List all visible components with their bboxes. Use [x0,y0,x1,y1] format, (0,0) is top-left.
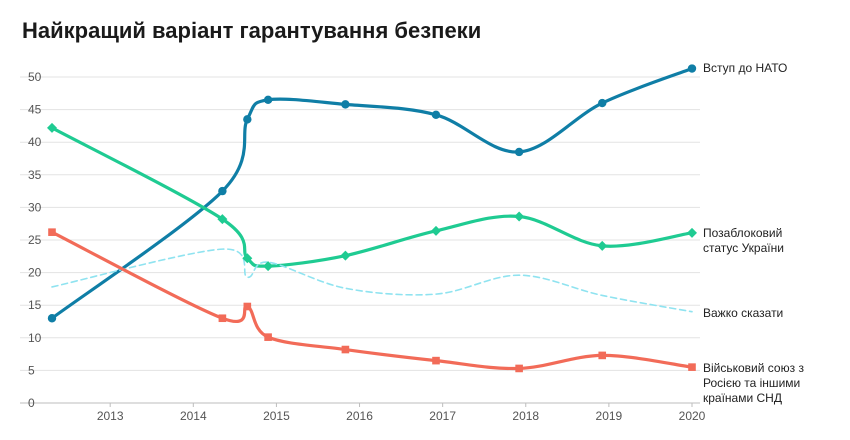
y-tick-label: 45 [28,103,42,117]
data-point [432,356,440,365]
y-tick-label: 10 [28,331,42,345]
y-tick-label: 25 [28,233,42,247]
data-point [597,240,608,251]
data-point [263,95,273,105]
series-line [50,230,694,371]
data-point [243,302,252,311]
x-tick-label: 2016 [346,409,373,423]
series-label: Військовий союз з Росією та іншими країнам… [703,361,804,405]
data-point [514,147,524,157]
y-tick-label: 35 [28,168,42,182]
data-point [341,100,350,109]
data-point [431,225,441,236]
data-point [688,363,696,371]
chart-title: Найкращий варіант гарантування безпеки [22,18,482,43]
series-labels: Вступ до НАТО Позаблоковий статус України В… [703,61,804,405]
data-point [218,314,227,323]
y-tick-label: 50 [28,70,42,84]
x-tick-label: 2020 [679,409,706,423]
series-markers [47,64,697,373]
data-point [242,253,253,264]
y-tick-label: 0 [28,396,35,410]
data-point [340,250,351,261]
series-label: Позаблоковий статус України [703,226,784,255]
data-point [687,227,697,238]
y-tick-label: 15 [28,298,42,312]
x-tick-label: 2014 [180,409,207,423]
y-tick-label: 40 [28,135,42,149]
data-point [263,261,274,272]
data-point [515,364,523,373]
x-tick-label: 2018 [512,409,539,423]
data-point [47,122,57,133]
series-line [50,126,694,268]
y-tick-label: 20 [28,266,42,280]
data-point [264,333,272,341]
data-point [341,345,350,354]
series-line [51,248,693,313]
data-point [47,314,57,323]
x-tick-label: 2013 [97,409,124,423]
data-point [514,211,525,222]
series-label: Важко сказати [703,306,783,320]
y-tick-label: 30 [28,200,42,214]
gridlines [20,76,700,404]
y-tick-label: 5 [28,363,35,377]
data-point [217,214,228,225]
data-point [431,110,441,120]
series-label: Вступ до НАТО [703,61,787,75]
data-point [218,186,227,196]
y-axis-ticks: 0 5 10 15 20 25 30 35 40 45 50 [28,70,42,410]
series-lines [50,66,694,371]
data-point [243,115,252,124]
x-tick-label: 2015 [263,409,290,423]
data-point [48,228,56,236]
data-point [598,351,607,360]
x-tick-label: 2017 [429,409,456,423]
data-point [598,98,607,108]
data-point [687,64,697,73]
x-axis-ticks: 2013 2014 2015 2016 2017 2018 2019 2020 [97,403,706,423]
x-tick-label: 2019 [596,409,623,423]
